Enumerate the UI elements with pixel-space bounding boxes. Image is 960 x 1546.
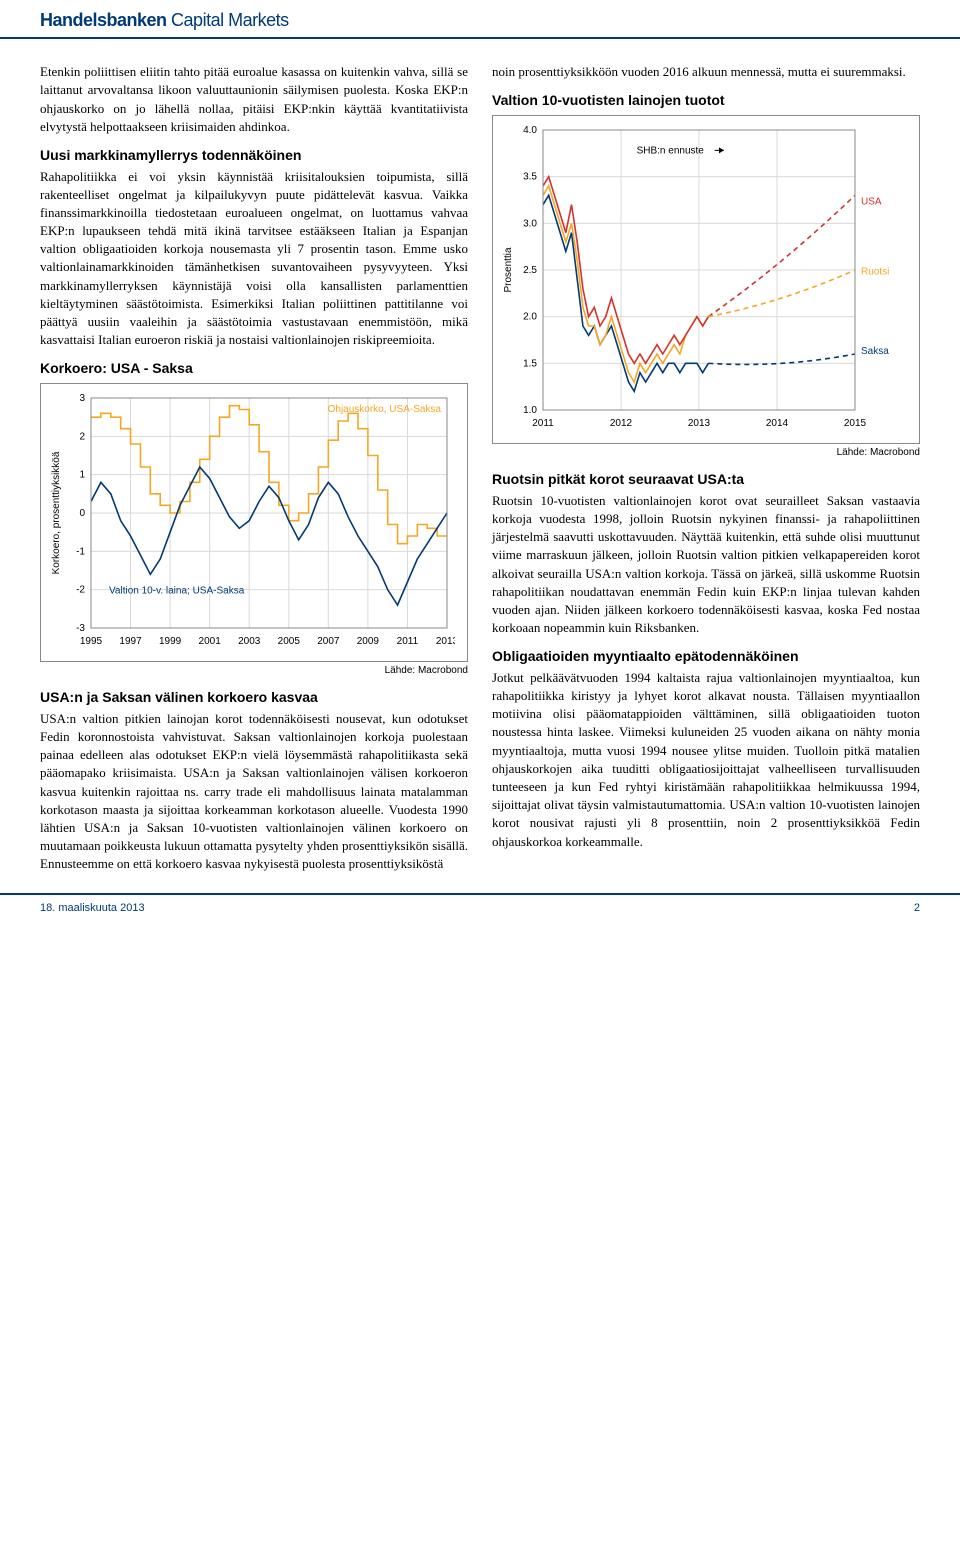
right-p3: Jotkut pelkäävätvuoden 1994 kaltaista ra…: [492, 669, 920, 851]
svg-text:2011: 2011: [397, 636, 419, 647]
brand-sub: Capital Markets: [167, 10, 289, 30]
chart1-svg: -3 -2 -1 0 1 2 3 1995 1997 1999 2001 2003 2005 2007 20…: [47, 390, 455, 650]
chart2-svg: 1.0 1.5 2.0 2.5 3.0 3.5 4.0 2011 2012 2013 2014 201…: [499, 122, 907, 432]
svg-text:2: 2: [79, 431, 85, 442]
left-column: Etenkin poliittisen eliitin tahto pitää …: [40, 63, 468, 883]
svg-text:1: 1: [79, 470, 85, 481]
left-p2: Rahapolitiikka ei voi yksin käynnistää k…: [40, 168, 468, 350]
svg-text:4.0: 4.0: [523, 125, 537, 136]
right-h2: Obligaatioiden myyntiaalto epätodennäköi…: [492, 647, 920, 667]
right-h1: Ruotsin pitkät korot seuraavat USA:ta: [492, 470, 920, 490]
page-footer: 18. maaliskuuta 2013 2: [0, 893, 960, 922]
svg-text:2009: 2009: [357, 636, 380, 647]
svg-text:-1: -1: [76, 546, 85, 557]
svg-text:2015: 2015: [844, 418, 867, 429]
brand-title: Handelsbanken Capital Markets: [40, 10, 289, 30]
svg-text:-3: -3: [76, 623, 85, 634]
left-p3: USA:n valtion pitkien lainojan korot tod…: [40, 710, 468, 874]
svg-text:Korkoero, prosenttiyksikköä: Korkoero, prosenttiyksikköä: [51, 451, 62, 574]
svg-text:1.0: 1.0: [523, 405, 537, 416]
chart2-source: Lähde: Macrobond: [492, 446, 920, 460]
right-column: noin prosenttiyksikköön vuoden 2016 alku…: [492, 63, 920, 883]
svg-text:2011: 2011: [532, 418, 554, 429]
svg-text:2012: 2012: [610, 418, 633, 429]
svg-text:-2: -2: [76, 585, 85, 596]
svg-text:2007: 2007: [317, 636, 340, 647]
chart2-title: Valtion 10-vuotisten lainojen tuotot: [492, 91, 920, 111]
svg-text:2013: 2013: [436, 636, 455, 647]
svg-text:1.5: 1.5: [523, 358, 537, 369]
right-p2: Ruotsin 10-vuotisten valtionlainojen kor…: [492, 492, 920, 638]
svg-text:2014: 2014: [766, 418, 789, 429]
svg-text:2.0: 2.0: [523, 312, 537, 323]
svg-text:USA: USA: [861, 197, 882, 208]
svg-text:3: 3: [79, 393, 85, 404]
content-columns: Etenkin poliittisen eliitin tahto pitää …: [0, 39, 960, 893]
svg-text:Valtion 10-v. laina; USA-Saksa: Valtion 10-v. laina; USA-Saksa: [109, 586, 245, 597]
page-header: Handelsbanken Capital Markets: [0, 0, 960, 39]
svg-text:Ohjauskorko, USA-Saksa: Ohjauskorko, USA-Saksa: [328, 404, 442, 415]
footer-page: 2: [914, 901, 920, 916]
chart2-box: 1.0 1.5 2.0 2.5 3.0 3.5 4.0 2011 2012 2013 2014 201…: [492, 115, 920, 444]
svg-text:1995: 1995: [80, 636, 103, 647]
svg-text:Saksa: Saksa: [861, 346, 889, 357]
svg-text:0: 0: [79, 508, 85, 519]
svg-text:2013: 2013: [688, 418, 711, 429]
svg-text:2.5: 2.5: [523, 265, 537, 276]
chart1-source: Lähde: Macrobond: [40, 664, 468, 678]
chart1-title: Korkoero: USA - Saksa: [40, 359, 468, 379]
svg-text:Prosenttia: Prosenttia: [503, 247, 514, 292]
svg-text:2005: 2005: [278, 636, 301, 647]
svg-text:3.5: 3.5: [523, 172, 537, 183]
footer-date: 18. maaliskuuta 2013: [40, 901, 145, 916]
left-p1: Etenkin poliittisen eliitin tahto pitää …: [40, 63, 468, 136]
svg-text:Ruotsi: Ruotsi: [861, 267, 889, 278]
svg-text:1997: 1997: [119, 636, 142, 647]
svg-text:2001: 2001: [199, 636, 222, 647]
right-p1: noin prosenttiyksikköön vuoden 2016 alku…: [492, 63, 920, 81]
svg-text:SHB:n ennuste: SHB:n ennuste: [637, 145, 705, 156]
svg-text:1999: 1999: [159, 636, 182, 647]
svg-text:2003: 2003: [238, 636, 261, 647]
left-h2: USA:n ja Saksan välinen korkoero kasvaa: [40, 688, 468, 708]
svg-text:3.0: 3.0: [523, 218, 537, 229]
brand-name: Handelsbanken: [40, 10, 167, 30]
left-h1: Uusi markkinamyllerrys todennäköinen: [40, 146, 468, 166]
chart1-box: -3 -2 -1 0 1 2 3 1995 1997 1999 2001 2003 2005 2007 20…: [40, 383, 468, 662]
